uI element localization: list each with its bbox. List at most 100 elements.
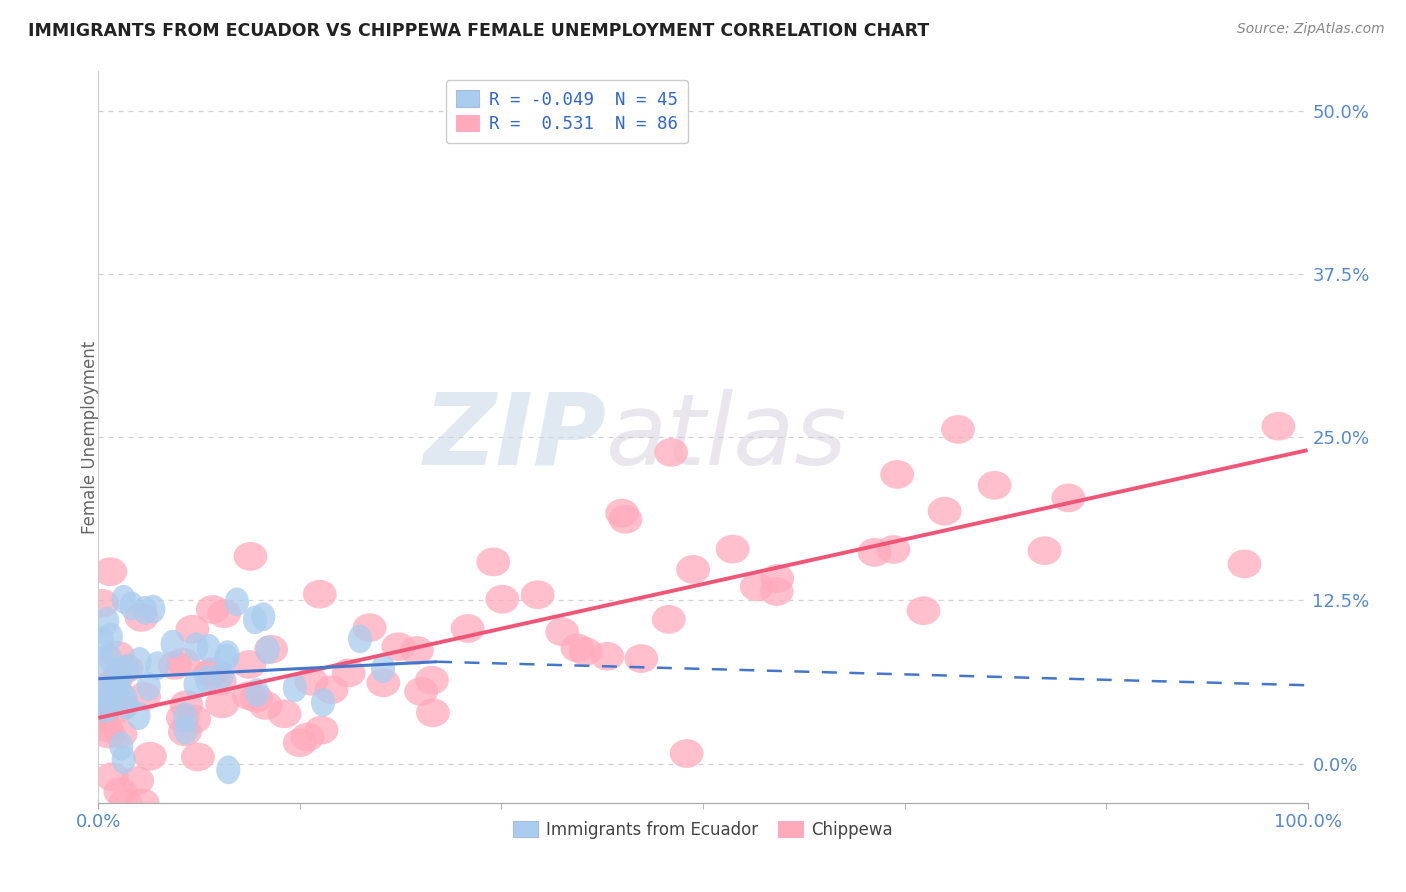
Ellipse shape <box>96 763 129 791</box>
Ellipse shape <box>225 588 249 616</box>
Ellipse shape <box>96 683 129 713</box>
Ellipse shape <box>928 497 962 525</box>
Ellipse shape <box>232 650 266 679</box>
Ellipse shape <box>485 585 519 614</box>
Ellipse shape <box>302 580 336 608</box>
Ellipse shape <box>108 789 142 817</box>
Ellipse shape <box>283 729 316 757</box>
Ellipse shape <box>652 605 686 633</box>
Ellipse shape <box>415 665 449 695</box>
Ellipse shape <box>160 630 184 658</box>
Ellipse shape <box>669 739 703 768</box>
Ellipse shape <box>347 624 373 653</box>
Ellipse shape <box>127 682 162 711</box>
Ellipse shape <box>100 695 134 723</box>
Ellipse shape <box>195 657 229 686</box>
Ellipse shape <box>125 603 159 632</box>
Ellipse shape <box>941 415 974 444</box>
Ellipse shape <box>90 680 114 708</box>
Ellipse shape <box>98 623 122 651</box>
Text: IMMIGRANTS FROM ECUADOR VS CHIPPEWA FEMALE UNEMPLOYMENT CORRELATION CHART: IMMIGRANTS FROM ECUADOR VS CHIPPEWA FEMA… <box>28 22 929 40</box>
Ellipse shape <box>716 535 749 564</box>
Ellipse shape <box>173 716 198 745</box>
Ellipse shape <box>399 636 433 665</box>
Ellipse shape <box>166 648 200 676</box>
Ellipse shape <box>205 690 239 718</box>
Ellipse shape <box>97 644 122 673</box>
Ellipse shape <box>546 617 579 646</box>
Y-axis label: Female Unemployment: Female Unemployment <box>82 341 98 533</box>
Ellipse shape <box>183 670 208 698</box>
Ellipse shape <box>90 626 114 655</box>
Ellipse shape <box>195 595 229 624</box>
Text: ZIP: ZIP <box>423 389 606 485</box>
Legend: Immigrants from Ecuador, Chippewa: Immigrants from Ecuador, Chippewa <box>506 814 900 846</box>
Ellipse shape <box>120 591 143 620</box>
Ellipse shape <box>624 644 658 673</box>
Ellipse shape <box>654 438 688 467</box>
Ellipse shape <box>197 634 221 663</box>
Ellipse shape <box>98 665 132 693</box>
Ellipse shape <box>254 635 288 664</box>
Ellipse shape <box>145 651 170 680</box>
Ellipse shape <box>907 597 941 625</box>
Ellipse shape <box>876 535 911 564</box>
Ellipse shape <box>591 642 624 671</box>
Ellipse shape <box>107 671 131 699</box>
Ellipse shape <box>609 505 643 533</box>
Ellipse shape <box>977 471 1011 500</box>
Ellipse shape <box>209 661 233 690</box>
Ellipse shape <box>96 693 120 722</box>
Ellipse shape <box>568 637 602 665</box>
Ellipse shape <box>101 641 135 670</box>
Ellipse shape <box>202 666 236 696</box>
Ellipse shape <box>169 690 204 719</box>
Ellipse shape <box>561 633 595 662</box>
Ellipse shape <box>110 654 143 682</box>
Ellipse shape <box>214 644 238 673</box>
Ellipse shape <box>176 615 209 644</box>
Ellipse shape <box>93 672 127 700</box>
Ellipse shape <box>104 778 138 806</box>
Ellipse shape <box>90 647 114 675</box>
Ellipse shape <box>108 656 132 684</box>
Ellipse shape <box>761 564 794 593</box>
Ellipse shape <box>91 720 125 748</box>
Ellipse shape <box>1028 536 1062 566</box>
Ellipse shape <box>305 715 339 745</box>
Ellipse shape <box>166 704 200 732</box>
Ellipse shape <box>858 538 891 566</box>
Ellipse shape <box>740 573 773 601</box>
Ellipse shape <box>239 683 273 713</box>
Ellipse shape <box>91 694 115 723</box>
Ellipse shape <box>416 698 450 727</box>
Ellipse shape <box>181 742 215 772</box>
Ellipse shape <box>245 678 269 707</box>
Ellipse shape <box>252 602 276 632</box>
Ellipse shape <box>381 632 415 661</box>
Ellipse shape <box>86 700 120 729</box>
Ellipse shape <box>93 558 128 586</box>
Ellipse shape <box>267 699 301 728</box>
Ellipse shape <box>371 655 395 683</box>
Ellipse shape <box>90 675 114 704</box>
Ellipse shape <box>233 542 267 571</box>
Ellipse shape <box>1227 549 1261 578</box>
Ellipse shape <box>114 684 138 713</box>
Ellipse shape <box>311 688 335 717</box>
Ellipse shape <box>177 705 211 734</box>
Ellipse shape <box>451 614 485 643</box>
Ellipse shape <box>291 723 325 751</box>
Ellipse shape <box>215 640 239 669</box>
Ellipse shape <box>232 681 266 710</box>
Ellipse shape <box>207 599 240 628</box>
Ellipse shape <box>134 742 167 771</box>
Ellipse shape <box>283 673 307 702</box>
Ellipse shape <box>110 731 134 760</box>
Ellipse shape <box>353 614 387 642</box>
Ellipse shape <box>315 675 349 704</box>
Ellipse shape <box>1052 483 1085 512</box>
Ellipse shape <box>136 673 160 701</box>
Ellipse shape <box>121 766 155 795</box>
Text: Source: ZipAtlas.com: Source: ZipAtlas.com <box>1237 22 1385 37</box>
